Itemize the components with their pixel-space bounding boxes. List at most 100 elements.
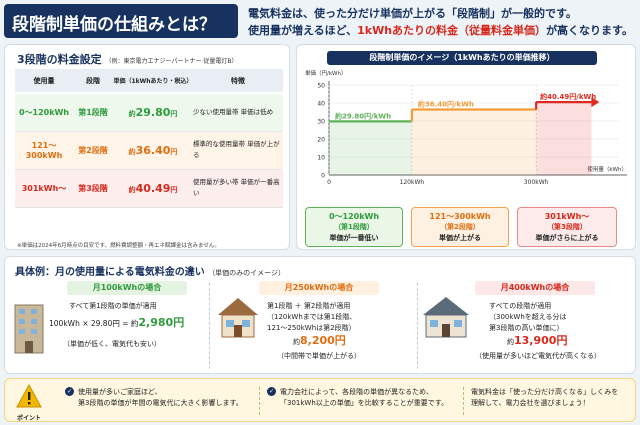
chart-panel: 段階制単価のイメージ（1kWhあたりの単価推移） 0 10 20 30 40 50 単価（円… <box>296 44 636 250</box>
points-panel: ポイント ✓ 使用量が多いご家庭ほど、 第3段階の単価が年間の電気代に大きく影響… <box>4 378 636 422</box>
chart-box-desc: 単価が一番低い <box>329 234 379 242</box>
examples-subtitle: （単価のみのイメージ） <box>208 269 286 277</box>
point-2-line-2: 「301kWh以上の単価」を比較することが重要です。 <box>280 399 449 407</box>
point-3-line-1: 電気料金は「使った分だけ高くなる」しくみを <box>471 388 619 396</box>
case-calc: 100kWh × 29.80円 = 約2,980円 <box>49 317 184 329</box>
case-line-3: 第3段階の高い単価に） <box>489 324 564 332</box>
examples-panel: 具体例：月の使用量による電気料金の違い （単価のみのイメージ） 月100kWhの… <box>4 256 636 374</box>
case-line-2: （300kWhを超える分は <box>489 313 567 321</box>
stage-cell: 第3段階 <box>73 169 113 208</box>
header-line-2-prefix: 使用量が増えるほど、 <box>248 24 358 37</box>
price-prefix: 約 <box>128 147 136 156</box>
x-tick-label: 300kWh <box>524 179 549 186</box>
case-label: 月250kWhの場合 <box>259 281 379 295</box>
examples-title: 具体例：月の使用量による電気料金の違い （単価のみのイメージ） <box>15 263 285 278</box>
point-1-line-2: 第3段階の単価が年間の電気代に大きく影響します。 <box>78 399 243 407</box>
examples-title-text: 具体例：月の使用量による電気料金の違い <box>15 267 205 278</box>
large-house-icon <box>423 297 469 338</box>
case-label: 月100kWhの場合 <box>67 281 187 295</box>
point-2-line-1: 電力会社によって、各段階の単価が異なるため、 <box>280 388 434 396</box>
divider <box>209 283 210 369</box>
series-label: 約40.49円/kWh <box>540 92 596 101</box>
series-label: 約36.40円/kWh <box>418 99 474 108</box>
case-line-2: （120kWhまでは第1段階、 <box>267 313 357 321</box>
check-icon: ✓ <box>65 387 74 396</box>
series-area <box>536 102 592 175</box>
y-tick-label: 40 <box>317 101 325 108</box>
y-tick-label: 30 <box>317 119 325 126</box>
chart-box-range: 301kWh～ <box>544 212 590 221</box>
chart-title: 段階制単価のイメージ（1kWhあたりの単価推移） <box>327 51 597 65</box>
usage-cell: 121～300kWh <box>15 131 73 170</box>
point-item-2: ✓ 電力会社によって、各段階の単価が異なるため、 「301kWh以上の単価」を比… <box>267 387 457 409</box>
chart-box-stage: （第2段階） <box>440 223 480 231</box>
chart-box-stage3: 301kWh～ （第3段階） 単価がさらに上がる <box>517 207 617 247</box>
case-line-3: 121～250kWhは第2段階） <box>267 324 356 332</box>
chart-box-range: 121～300kWh <box>429 212 491 221</box>
series-area <box>329 121 412 175</box>
warning-icon <box>16 383 42 408</box>
price-value: 29.80 <box>135 105 171 119</box>
divider <box>463 387 464 415</box>
col-header-stage: 段階 <box>73 69 113 94</box>
feature-cell: 標準的な使用量帯 単価が上がる <box>193 131 283 170</box>
chart-box-stage2: 121～300kWh （第2段階） 単価が上がる <box>411 207 509 247</box>
rate-table-header-row: 使用量 段階 単価（1kWhあたり・税込） 特徴 <box>15 69 283 94</box>
price-cell: 約36.40円 <box>113 131 193 170</box>
series-arrowhead <box>591 97 600 108</box>
case-note: （単価が低く、電気代も安い） <box>63 340 161 348</box>
x-tick-label: 0 <box>327 179 331 186</box>
price-cell: 約29.80円 <box>113 93 193 132</box>
rate-table-subtitle: （例：東京電力エナジーパートナー 従量電灯B） <box>105 58 238 65</box>
case-amount-line: 約13,900円 <box>507 335 567 348</box>
y-tick-label: 20 <box>317 137 325 144</box>
col-header-feature: 特徴 <box>193 69 283 94</box>
case-amount: 13,900円 <box>514 334 568 347</box>
rate-table-title: 3段階の料金設定 （例：東京電力エナジーパートナー 従量電灯B） <box>17 51 237 67</box>
price-value: 40.49 <box>135 181 171 195</box>
case-note: （使用量が多いほど電気代が高くなる） <box>475 352 601 360</box>
y-tick-label: 0 <box>321 173 325 180</box>
check-icon: ✓ <box>267 387 276 396</box>
example-case-250: 月250kWhの場合 第1段階 ＋ 第2段階が適用 （120kWhまでは第1段階… <box>215 281 415 371</box>
case-calc-text: 100kWh × 29.80円 = 約 <box>49 319 139 328</box>
series-label: 約29.80円/kWh <box>335 111 391 120</box>
stage-cell: 第1段階 <box>73 93 113 132</box>
point-1-line-1: 使用量が多いご家庭ほど、 <box>78 388 162 396</box>
price-prefix: 約 <box>128 185 136 194</box>
chart-box-stage1: 0～120kWh （第1段階） 単価が一番低い <box>305 207 403 247</box>
header-line-2-highlight: 1kWhあたりの料金（従量料金単価） <box>357 24 547 37</box>
tiered-price-chart: 0 10 20 30 40 50 単価（円/kWh） 0 120kWh 300kWh 使用量（kWh… <box>305 69 627 186</box>
price-unit: 円 <box>170 147 178 156</box>
usage-cell: 0～120kWh <box>15 93 73 132</box>
x-tick-label: 120kWh <box>400 179 425 186</box>
case-amount: 2,980円 <box>138 316 185 329</box>
series-area <box>411 109 537 175</box>
house-icon <box>218 298 258 338</box>
case-line-1: 第1段階 ＋ 第2段階が適用 <box>267 302 351 310</box>
rate-table-note: ※単価は2024年6月時点の目安です。燃料費調整額・再エネ賦課金は含みません。 <box>17 243 220 249</box>
rate-table: 使用量 段階 単価（1kWhあたり・税込） 特徴 0～120kWh 第1段階 約… <box>15 69 283 208</box>
usage-cell: 301kWh～ <box>15 169 73 208</box>
case-amount-line: 約8,200円 <box>293 335 346 348</box>
rate-table-panel: 3段階の料金設定 （例：東京電力エナジーパートナー 従量電灯B） 使用量 段階 … <box>4 44 290 250</box>
stage-cell: 第2段階 <box>73 131 113 170</box>
y-tick-label: 10 <box>317 155 325 162</box>
apartment-building-icon <box>14 304 44 354</box>
price-prefix: 約 <box>128 109 136 118</box>
case-note: （中間帯で単価が上がる） <box>277 352 361 360</box>
y-tick-label: 50 <box>317 83 325 90</box>
y-axis-label: 単価（円/kWh） <box>305 69 346 77</box>
chart-box-range: 0～120kWh <box>328 212 380 221</box>
point-label: ポイント <box>16 415 41 422</box>
feature-cell: 少ない使用量帯 単価は低め <box>193 93 283 132</box>
chart-box-desc: 単価がさらに上がる <box>535 234 599 242</box>
page-title: 段階制単価の仕組みとは？ <box>4 4 238 38</box>
case-line-1: すべての段階が適用 <box>489 302 552 310</box>
table-row: 301kWh～ 第3段階 約40.49円 使用量が多い帯 単価が一番高い <box>15 169 283 208</box>
point-3-line-2: 理解して、電力会社を選びましょう！ <box>471 399 590 407</box>
feature-cell: 使用量が多い帯 単価が一番高い <box>193 169 283 208</box>
x-axis-label: 使用量（kWh） <box>587 165 627 173</box>
example-case-400: 月400kWhの場合 すべての段階が適用 （300kWhを超える分は 第3段階の… <box>421 281 631 371</box>
header-line-2-suffix: が高くなります。 <box>546 24 633 37</box>
